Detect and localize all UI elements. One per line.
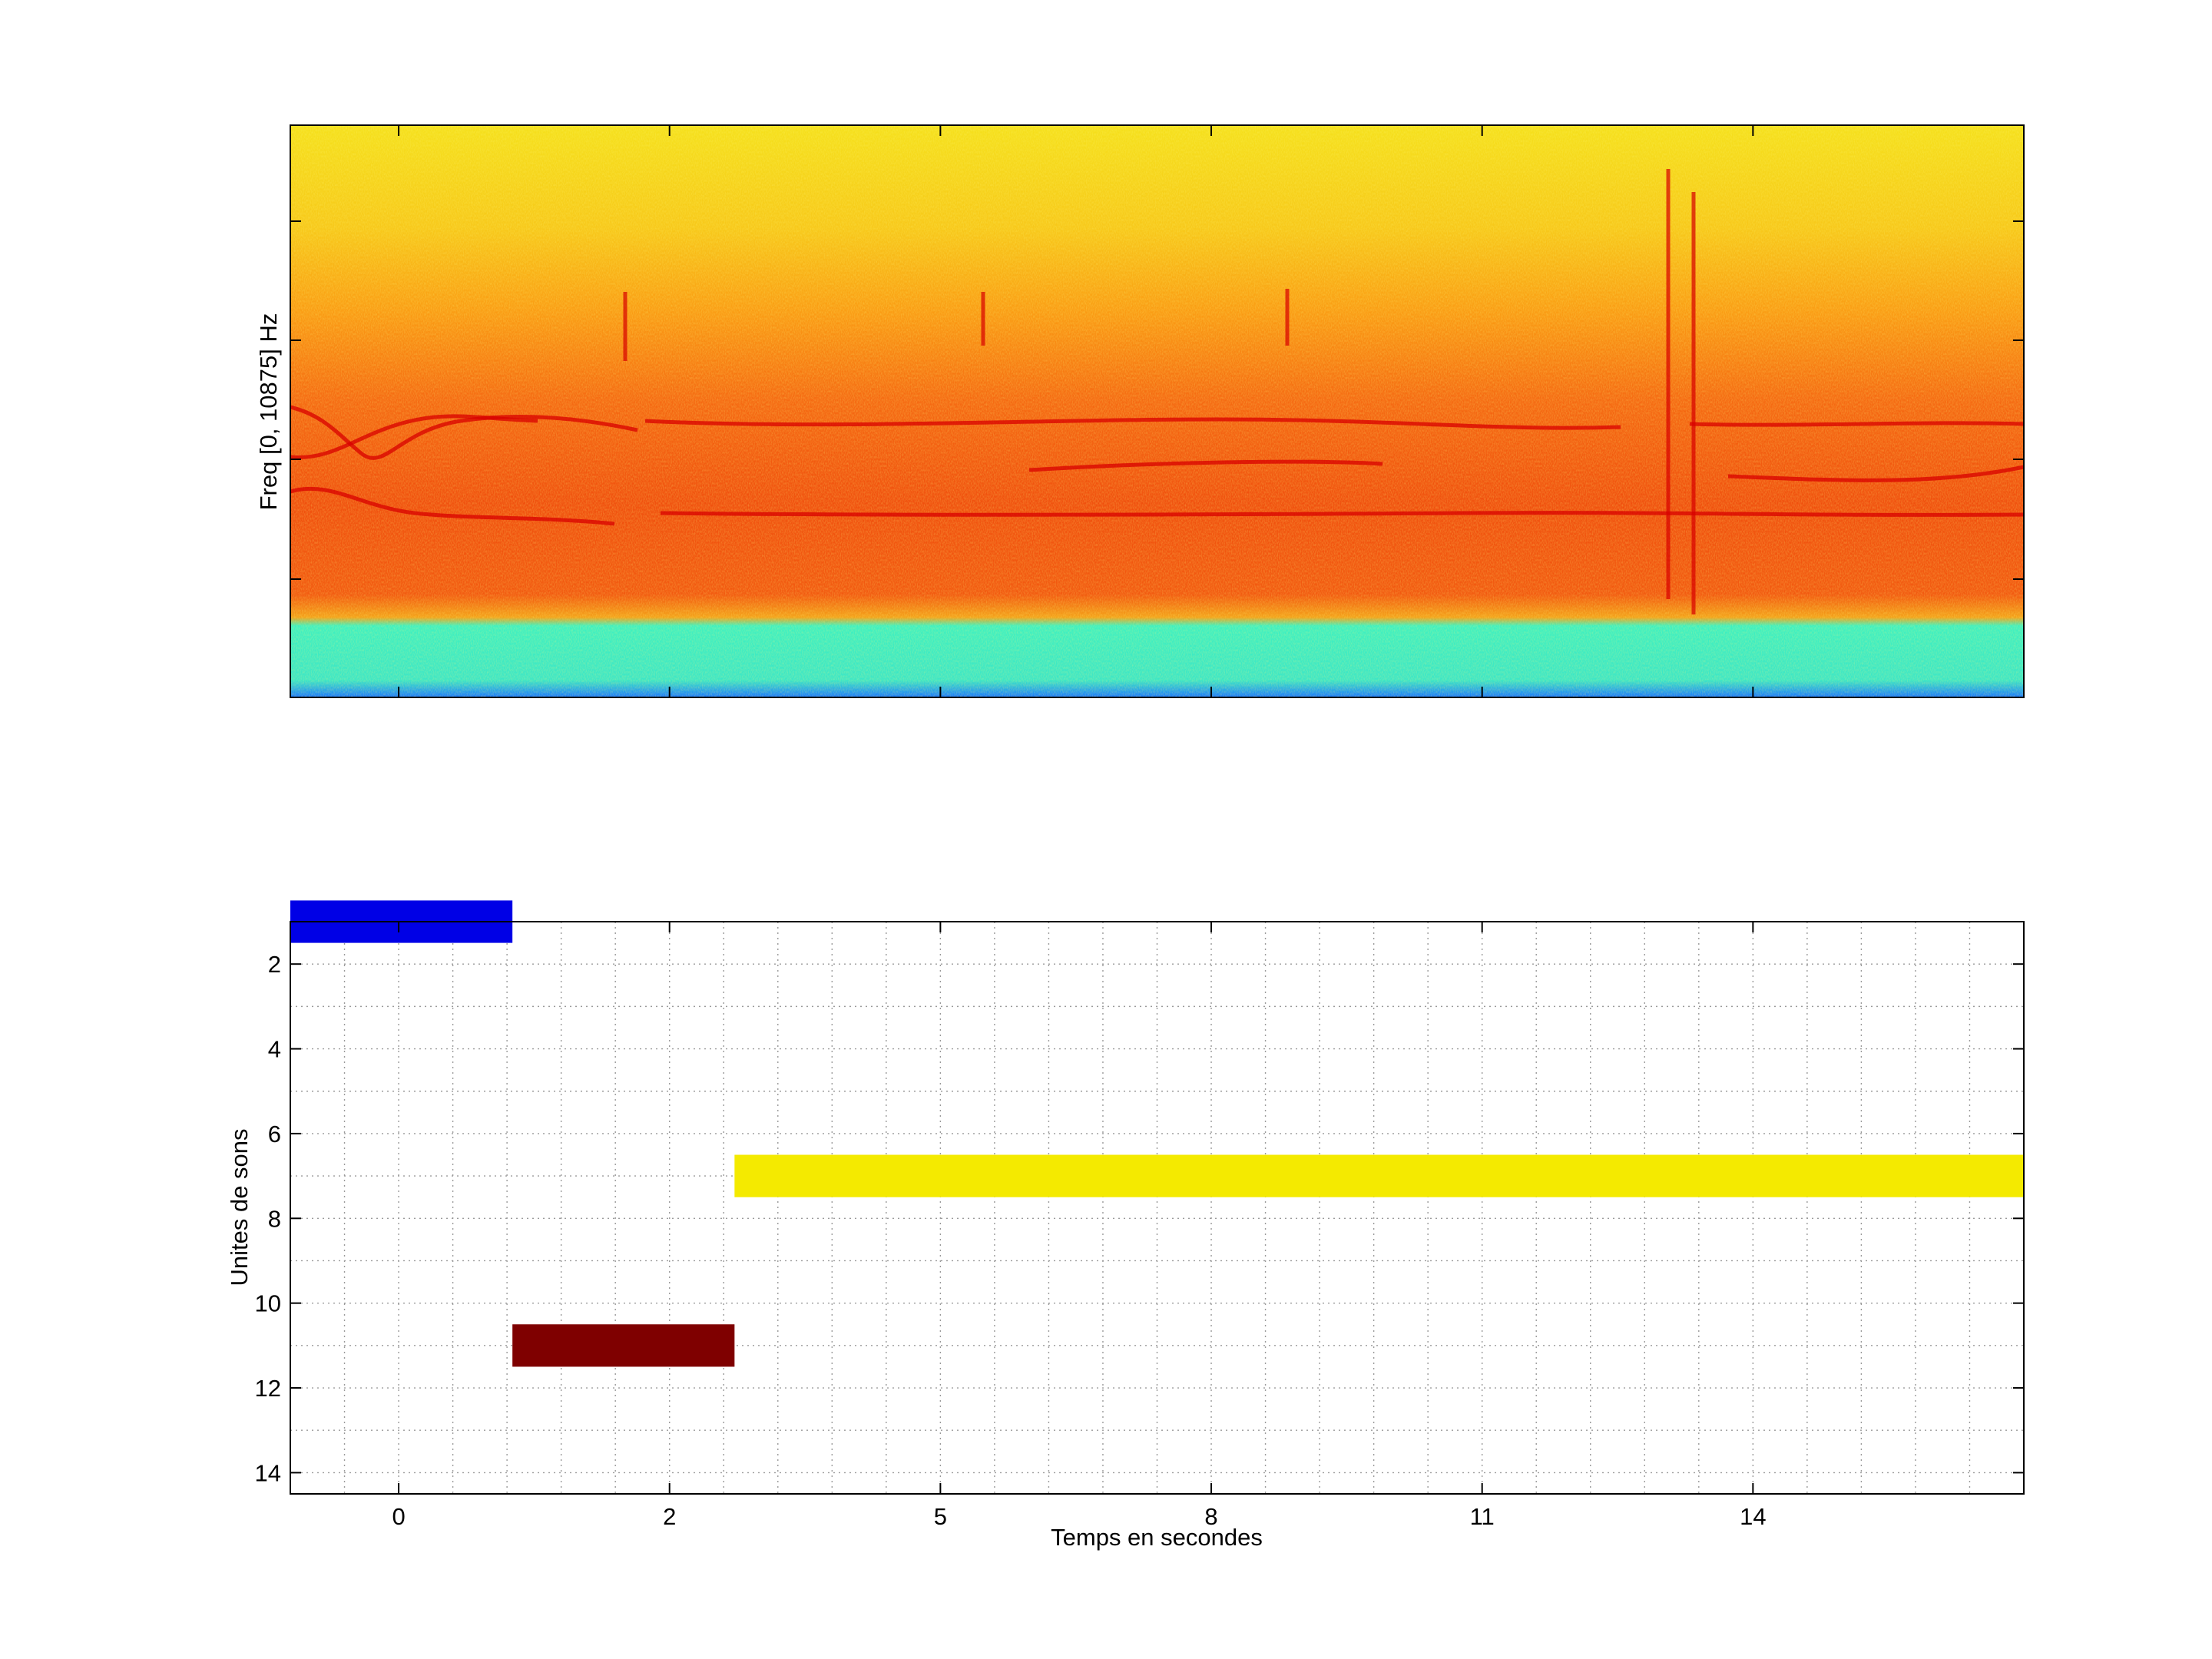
timeline-x-tick-label: 2 xyxy=(663,1503,676,1530)
spectrogram-ridge xyxy=(1727,465,2025,482)
timeline-y-tick-labels: 2 4 6 8 10 12 14 xyxy=(255,951,281,1486)
timeline-x-tick-labels: 0 2 5 8 11 14 xyxy=(392,1503,1766,1530)
timeline-y-tick-label: 8 xyxy=(268,1205,281,1232)
timeline-panel: 0 2 5 8 11 14 2 4 6 8 10 12 14 Temps en secondes Un… xyxy=(226,900,2025,1551)
timeline-x-tick-label: 11 xyxy=(1470,1503,1495,1530)
timeline-y-tick-label: 6 xyxy=(268,1121,281,1147)
timeline-axes-box xyxy=(290,921,2025,1495)
spectrogram-ticks xyxy=(290,125,2024,697)
timeline-y-axis-label: Unites de sons xyxy=(226,1128,253,1286)
sound-unit-segment xyxy=(734,1154,2025,1197)
spectrogram-ridge xyxy=(660,511,2025,517)
timeline-x-tick-label: 5 xyxy=(934,1503,947,1530)
spectrogram-ridges xyxy=(290,169,2025,614)
spectrogram-ridge xyxy=(290,405,638,460)
spectrogram-ridge xyxy=(290,486,615,526)
timeline-segments xyxy=(290,900,2025,1367)
timeline-x-axis-label: Temps en secondes xyxy=(1051,1524,1263,1551)
timeline-x-tick-label: 0 xyxy=(392,1503,405,1530)
spectrogram-ridge xyxy=(1028,459,1383,472)
sound-unit-segment xyxy=(512,1324,735,1367)
spectrogram-ridge xyxy=(290,414,538,460)
timeline-grid xyxy=(290,922,2024,1494)
timeline-y-tick-label: 4 xyxy=(268,1036,281,1063)
spectrogram-panel: Freq [0, 10875] Hz xyxy=(255,124,2025,698)
timeline-y-tick-label: 10 xyxy=(255,1290,281,1317)
timeline-y-tick-label: 12 xyxy=(255,1375,281,1402)
spectrogram-ridge xyxy=(644,417,1621,430)
spectrogram-ridge xyxy=(1689,421,2025,427)
timeline-y-tick-label: 2 xyxy=(268,951,281,978)
timeline-ticks xyxy=(290,922,2024,1494)
timeline-x-tick-label: 14 xyxy=(1740,1503,1766,1530)
spectrogram-axes-box xyxy=(290,124,2025,698)
timeline-y-tick-label: 14 xyxy=(255,1459,281,1486)
spectrogram-y-axis-label: Freq [0, 10875] Hz xyxy=(255,313,282,511)
timeline-x-tick-label: 8 xyxy=(1204,1503,1217,1530)
spectrogram-texture xyxy=(290,125,2024,697)
